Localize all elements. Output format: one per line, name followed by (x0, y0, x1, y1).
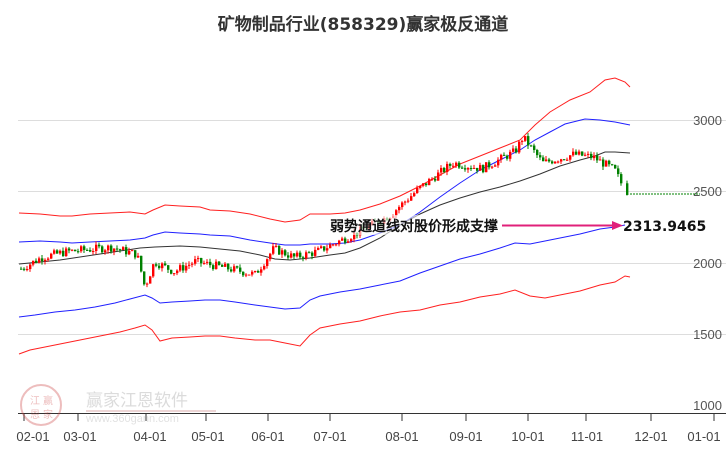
support-annotation: 弱势通道线对股价形成支撑 2313.9465 (328, 215, 706, 235)
watermark-url: www.360gann.com (86, 410, 216, 425)
x-axis-labels: 02-01 03-01 04-01 05-01 06-01 07-01 08-0… (16, 429, 720, 444)
x-tick-label: 03-01 (63, 429, 96, 444)
x-tick-label: 01-01 (687, 429, 720, 444)
y-tick-1000: 1000 (693, 398, 722, 413)
inner-upper-band (18, 118, 631, 246)
grid-lines (18, 120, 726, 335)
x-tick-label: 08-01 (385, 429, 418, 444)
x-tick-label: 07-01 (313, 429, 346, 444)
x-tick-label: 04-01 (133, 429, 166, 444)
candlesticks (20, 133, 629, 288)
x-axis-ticks (23, 413, 715, 421)
x-tick-label: 11-01 (571, 429, 603, 444)
y-tick-3000: 3000 (693, 113, 722, 128)
logo-char: 家 (43, 410, 53, 421)
logo-char: 江 (30, 396, 40, 407)
x-tick-label: 09-01 (449, 429, 482, 444)
y-tick-2500: 2500 (693, 184, 722, 199)
y-tick-2000: 2000 (693, 256, 722, 271)
x-tick-label: 02-01 (16, 429, 49, 444)
x-tick-label: 06-01 (251, 429, 284, 444)
outer-upper-band (18, 77, 631, 223)
y-axis: 3000 2500 2000 1500 1000 (693, 113, 722, 413)
watermark-logo-icon: 江 赢 恩 家 (20, 384, 62, 426)
chart-title: 矿物制品行业(858329)赢家极反通道 (217, 15, 509, 35)
middle-line (18, 151, 631, 265)
x-tick-label: 12-01 (634, 429, 667, 444)
logo-char: 恩 (30, 410, 40, 421)
logo-char: 赢 (43, 396, 53, 407)
arrow-head-icon (612, 221, 623, 230)
inner-lower-band (18, 224, 626, 318)
y-tick-1500: 1500 (693, 327, 722, 342)
annotation-value: 2313.9465 (623, 219, 706, 235)
outer-lower-band (18, 275, 631, 355)
watermark-name: 赢家江恩软件 (86, 391, 188, 411)
x-tick-label: 10-01 (511, 429, 544, 444)
annotation-text: 弱势通道线对股价形成支撑 (330, 218, 498, 235)
watermark: 江 赢 恩 家 赢家江恩软件 www.360gann.com (20, 384, 240, 434)
x-tick-label: 05-01 (191, 429, 224, 444)
